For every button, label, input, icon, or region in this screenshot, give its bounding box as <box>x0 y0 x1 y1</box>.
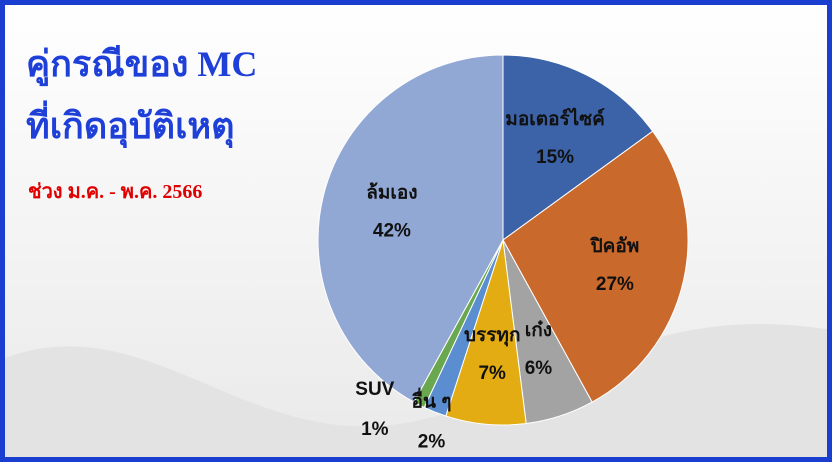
data-label: 1% <box>361 419 389 440</box>
slice-label: ล้มเอง <box>366 181 417 203</box>
chart-subtitle: ช่วง ม.ค. - พ.ค. 2566 <box>28 181 202 203</box>
slice-label: ปิคอัพ <box>590 236 640 257</box>
slice-label: บรรทุก <box>464 325 521 347</box>
chart-title: ที่เกิดอุบัติเหตุ <box>26 100 234 149</box>
data-label: 42% <box>373 220 411 241</box>
slice-label: อื่น ๆ <box>412 388 452 413</box>
data-label: 6% <box>525 358 553 379</box>
data-label: 2% <box>418 432 446 453</box>
slice-label: SUV <box>355 379 394 400</box>
data-label: 7% <box>478 363 506 384</box>
data-label: 27% <box>596 274 634 295</box>
slice-label: มอเตอร์ไซค์ <box>505 107 605 130</box>
chart-title: คู่กรณีของ MC <box>26 44 257 87</box>
pie-slice <box>502 130 689 403</box>
pie-slice <box>317 54 504 403</box>
pie-slice <box>502 54 654 241</box>
data-label: 15% <box>536 147 574 168</box>
slice-label: เก๋ง <box>525 320 552 341</box>
